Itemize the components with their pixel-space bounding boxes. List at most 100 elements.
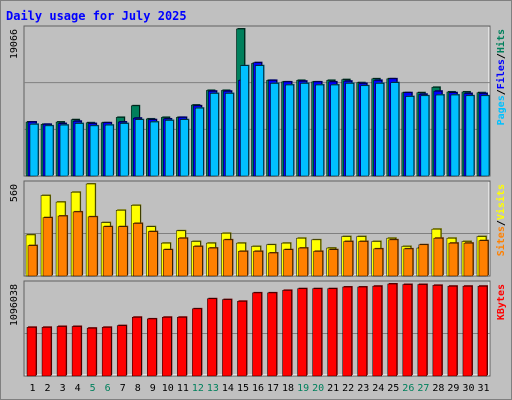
kbytes-panel-legend: KBytes xyxy=(496,284,507,320)
bar-sites-day-7 xyxy=(117,226,128,277)
bar-pages-day-14 xyxy=(225,93,234,177)
legend-entry-files: Files xyxy=(495,59,507,89)
bar-kbytes-day-2 xyxy=(41,327,52,377)
bar-pages-day-3 xyxy=(59,124,69,177)
x-tick-label-day-25: 25 xyxy=(387,383,399,394)
x-tick-label-day-3: 3 xyxy=(60,383,66,394)
bar-sites-day-17 xyxy=(268,252,278,277)
bar-kbytes-day-21 xyxy=(327,288,337,377)
bar-sites-day-26 xyxy=(403,248,414,277)
bar-kbytes-day-31 xyxy=(477,285,488,377)
bar-kbytes-day-23 xyxy=(357,286,367,377)
bar-pages-day-7 xyxy=(119,123,129,177)
x-tick-label-day-27: 27 xyxy=(417,383,429,394)
bar-sites-day-2 xyxy=(42,217,53,277)
x-tick-label-day-18: 18 xyxy=(282,383,294,394)
visits-panel-ymax-label: 560 xyxy=(9,184,20,202)
x-tick-label-day-7: 7 xyxy=(120,383,126,394)
x-tick-label-day-14: 14 xyxy=(222,383,234,394)
bar-kbytes-day-20 xyxy=(312,288,322,377)
bar-sites-day-10 xyxy=(163,249,173,277)
bar-sites-day-15 xyxy=(238,251,248,277)
legend-entry-pages: Pages xyxy=(496,95,507,125)
x-tick-label-day-24: 24 xyxy=(372,383,384,394)
x-tick-label-day-2: 2 xyxy=(45,383,51,394)
bar-sites-day-29 xyxy=(448,242,459,277)
legend-entry-visits: Visits xyxy=(495,184,507,220)
bar-sites-day-20 xyxy=(313,251,323,277)
bar-kbytes-day-24 xyxy=(372,285,383,377)
bar-sites-day-1 xyxy=(27,245,38,277)
bar-sites-day-11 xyxy=(178,237,188,277)
bar-kbytes-day-17 xyxy=(267,292,277,377)
bar-pages-day-13 xyxy=(210,93,219,177)
bar-kbytes-day-10 xyxy=(162,316,172,377)
bar-sites-day-25 xyxy=(388,239,399,277)
bar-sites-day-13 xyxy=(208,247,218,277)
bar-sites-day-3 xyxy=(57,215,68,277)
x-tick-label-day-10: 10 xyxy=(162,383,174,394)
bar-pages-day-15 xyxy=(240,65,249,177)
legend-entry-kbytes: KBytes xyxy=(496,284,507,320)
bar-pages-day-22 xyxy=(345,83,354,177)
chart-title: Daily usage for July 2025 xyxy=(6,9,187,23)
bar-sites-day-28 xyxy=(433,237,444,277)
x-tick-label-day-5: 5 xyxy=(90,383,96,394)
bar-pages-day-11 xyxy=(180,119,189,177)
bar-sites-day-14 xyxy=(223,239,233,277)
legend-entry-: / xyxy=(496,89,507,95)
x-tick-label-day-21: 21 xyxy=(327,383,339,394)
x-tick-label-day-6: 6 xyxy=(105,383,111,394)
legend-entry-hits: Hits xyxy=(495,29,507,53)
bar-sites-day-19 xyxy=(298,247,308,277)
bar-kbytes-day-14 xyxy=(222,299,232,377)
bar-kbytes-day-25 xyxy=(387,283,398,377)
bar-pages-day-18 xyxy=(285,84,294,177)
bar-pages-day-24 xyxy=(375,83,384,177)
x-tick-label-day-13: 13 xyxy=(207,383,219,394)
bar-pages-day-20 xyxy=(315,84,324,177)
bar-kbytes-day-12 xyxy=(192,308,202,377)
x-tick-label-day-1: 1 xyxy=(30,383,36,394)
bar-pages-day-5 xyxy=(89,125,99,177)
legend-entry-: / xyxy=(496,53,507,59)
bar-pages-day-29 xyxy=(450,94,460,177)
bar-pages-day-4 xyxy=(74,123,84,177)
bar-kbytes-day-3 xyxy=(56,326,67,377)
x-tick-label-day-29: 29 xyxy=(447,383,459,394)
bar-pages-day-9 xyxy=(150,121,159,177)
bar-kbytes-day-5 xyxy=(86,327,97,377)
bar-kbytes-day-30 xyxy=(462,285,473,377)
bar-kbytes-day-28 xyxy=(432,285,443,377)
x-tick-label-day-30: 30 xyxy=(462,383,474,394)
x-tick-label-day-17: 17 xyxy=(267,383,279,394)
bar-kbytes-day-22 xyxy=(342,286,352,377)
bar-pages-day-21 xyxy=(330,84,339,177)
bar-sites-day-4 xyxy=(72,211,83,277)
bar-sites-day-27 xyxy=(418,244,429,277)
bar-sites-day-22 xyxy=(343,241,353,277)
bar-pages-day-27 xyxy=(420,95,430,177)
bar-kbytes-day-13 xyxy=(207,298,217,377)
bar-sites-day-21 xyxy=(328,249,338,277)
usage-panel-legend: Pages/Files/Hits xyxy=(495,29,507,125)
bar-pages-day-6 xyxy=(104,124,114,177)
x-tick-label-day-9: 9 xyxy=(150,383,156,394)
bar-kbytes-day-9 xyxy=(147,318,157,377)
x-tick-label-day-23: 23 xyxy=(357,383,369,394)
legend-entry-sites: Sites xyxy=(495,226,507,256)
bar-pages-day-10 xyxy=(165,120,174,177)
bar-sites-day-8 xyxy=(132,223,143,277)
bar-sites-day-30 xyxy=(463,242,474,277)
x-tick-label-day-15: 15 xyxy=(237,383,249,394)
bar-kbytes-day-7 xyxy=(116,325,127,377)
x-tick-label-day-16: 16 xyxy=(252,383,264,394)
bar-sites-day-16 xyxy=(253,251,263,277)
legend-entry-: / xyxy=(496,220,507,226)
bar-pages-day-25 xyxy=(390,82,400,177)
bar-pages-day-31 xyxy=(480,95,490,177)
bar-kbytes-day-1 xyxy=(26,327,37,377)
bar-pages-day-19 xyxy=(300,83,309,177)
x-tick-label-day-4: 4 xyxy=(75,383,81,394)
x-tick-label-day-26: 26 xyxy=(402,383,414,394)
